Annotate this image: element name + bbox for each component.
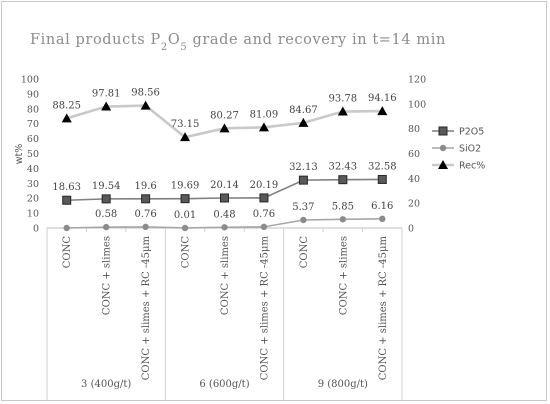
y-right-tick-label: 40 <box>408 174 420 185</box>
category-label: CONC + slimes <box>220 236 231 315</box>
data-label: 0.58 <box>95 209 117 220</box>
point-rec <box>219 123 230 133</box>
point-p2o5 <box>62 195 72 205</box>
point-rec <box>180 132 191 142</box>
data-label: 73.15 <box>171 119 200 130</box>
data-label: 81.09 <box>250 109 279 120</box>
y-left-tick-label: 20 <box>27 194 39 205</box>
point-sio2 <box>142 223 149 231</box>
y-left-tick-label: 70 <box>27 119 39 130</box>
y-axis-left-label: wt% <box>14 144 25 165</box>
legend-marker <box>439 144 447 152</box>
category-label: CONC + slimes + RC -45μm <box>141 235 152 380</box>
data-label: 97.81 <box>92 89 121 100</box>
y-left-tick-label: 40 <box>27 164 39 175</box>
y-right-tick-label: 120 <box>408 75 426 86</box>
category-label: CONC + slimes <box>102 236 113 315</box>
data-label: 5.37 <box>292 202 314 213</box>
point-sio2 <box>339 216 347 223</box>
y-right-tick-label: 60 <box>408 149 420 160</box>
data-label: 6.16 <box>371 201 393 212</box>
y-left-tick-label: 100 <box>21 75 39 86</box>
legend-label: Rec% <box>459 161 485 172</box>
data-label: 32.13 <box>289 162 318 173</box>
data-label: 5.85 <box>332 201 354 212</box>
y-right-tick-label: 100 <box>408 99 426 110</box>
chart-title-suffix: grade and recovery in t=14 min <box>187 32 446 48</box>
y-right-tick-label: 0 <box>408 224 414 235</box>
point-rec <box>61 113 72 123</box>
data-label: 19.6 <box>134 181 156 192</box>
y-left-tick-label: 50 <box>27 149 39 160</box>
data-label: 20.14 <box>210 180 239 191</box>
y-left-tick-label: 90 <box>27 89 39 100</box>
point-p2o5 <box>338 175 348 185</box>
data-label: 32.43 <box>329 162 358 173</box>
point-sio2 <box>300 216 307 224</box>
legend-marker <box>438 126 448 136</box>
data-label: 80.27 <box>210 110 239 121</box>
chart-title-mid: O <box>168 32 181 48</box>
y-left-tick-label: 0 <box>33 224 39 235</box>
data-label: 0.01 <box>174 210 196 221</box>
category-label: CONC <box>299 236 310 269</box>
point-sio2 <box>260 223 268 231</box>
category-label: CONC + slimes + RC -45μm <box>259 235 270 380</box>
chart-title-sub2: 5 <box>180 42 187 53</box>
point-rec <box>377 106 388 116</box>
group-label: 3 (400g/t) <box>81 379 131 390</box>
group-label: 9 (800g/t) <box>318 379 368 390</box>
point-p2o5 <box>180 194 190 204</box>
point-rec <box>101 101 112 111</box>
point-rec <box>298 117 309 127</box>
data-label: 98.56 <box>131 88 160 99</box>
legend-label: SiO2 <box>459 144 481 155</box>
point-sio2 <box>181 224 189 232</box>
point-rec <box>337 106 348 116</box>
data-label: 0.48 <box>213 209 235 220</box>
data-label: 0.76 <box>253 209 275 220</box>
point-p2o5 <box>298 175 308 185</box>
data-label: 19.69 <box>171 181 200 192</box>
category-label: CONC + slimes <box>338 236 349 315</box>
chart-title: Final products P2O5 grade and recovery i… <box>30 32 446 53</box>
chart-title-sub1: 2 <box>161 42 168 53</box>
data-label: 19.54 <box>92 181 121 192</box>
y-left-tick-label: 10 <box>27 209 39 220</box>
legend-label: P2O5 <box>459 127 484 138</box>
point-p2o5 <box>101 194 111 204</box>
y-left-tick-label: 80 <box>27 104 39 115</box>
y-left-tick-label: 60 <box>27 134 39 145</box>
point-sio2 <box>102 223 110 231</box>
data-label: 84.67 <box>289 105 318 116</box>
data-label: 88.25 <box>52 100 81 111</box>
y-left-tick-label: 30 <box>27 179 39 190</box>
point-p2o5 <box>220 193 229 203</box>
data-label: 93.78 <box>329 94 358 105</box>
plot-area: 0 10 20 30 40 50 60 70 80 90 100 0 20 40 60 80 100 120 CON… <box>21 75 485 400</box>
category-label: CONC + slimes + RC -45μm <box>378 235 389 380</box>
point-sio2 <box>221 224 228 231</box>
point-p2o5 <box>377 174 387 184</box>
point-rec <box>140 100 151 110</box>
y-right-tick-label: 80 <box>408 124 420 135</box>
data-label: 0.76 <box>134 209 156 220</box>
data-label: 20.19 <box>250 180 279 191</box>
category-label: CONC <box>62 236 73 269</box>
chart-title-prefix: Final products P <box>30 32 161 48</box>
y-right-tick-label: 20 <box>408 199 420 210</box>
point-sio2 <box>63 224 70 232</box>
point-sio2 <box>379 215 386 223</box>
point-rec <box>258 122 269 132</box>
legend-marker <box>438 160 448 169</box>
data-label: 32.58 <box>368 161 397 172</box>
group-label: 6 (600g/t) <box>199 379 249 390</box>
data-label: 94.16 <box>368 93 397 104</box>
point-p2o5 <box>141 194 151 204</box>
category-label: CONC <box>181 236 192 269</box>
point-p2o5 <box>259 193 269 203</box>
data-label: 18.63 <box>52 182 81 193</box>
